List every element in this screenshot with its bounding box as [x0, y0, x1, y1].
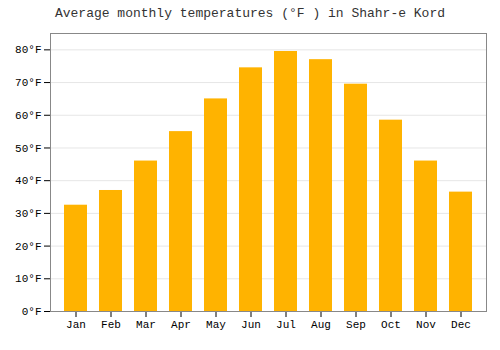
- svg-text:May: May: [206, 319, 226, 331]
- svg-text:Feb: Feb: [101, 319, 121, 331]
- svg-text:Nov: Nov: [416, 319, 436, 331]
- svg-text:Jan: Jan: [66, 319, 86, 331]
- svg-text:70°F: 70°F: [15, 77, 41, 89]
- svg-text:30°F: 30°F: [15, 208, 41, 220]
- svg-text:40°F: 40°F: [15, 175, 41, 187]
- svg-text:Apr: Apr: [171, 319, 191, 331]
- svg-text:0°F: 0°F: [22, 306, 42, 318]
- svg-text:60°F: 60°F: [15, 110, 41, 122]
- svg-text:Aug: Aug: [311, 319, 331, 331]
- svg-text:80°F: 80°F: [15, 44, 41, 56]
- svg-text:Jul: Jul: [276, 319, 296, 331]
- svg-text:50°F: 50°F: [15, 142, 41, 154]
- svg-text:Dec: Dec: [451, 319, 471, 331]
- svg-text:Jun: Jun: [241, 319, 261, 331]
- svg-text:10°F: 10°F: [15, 273, 41, 285]
- svg-text:Mar: Mar: [136, 319, 156, 331]
- svg-text:20°F: 20°F: [15, 241, 41, 253]
- html-text:Average monthly temperatures (: Average monthly temperatures (°F ) in Sh…: [55, 6, 445, 21]
- svg-text:Oct: Oct: [381, 319, 401, 331]
- svg-text:Sep: Sep: [346, 319, 366, 331]
